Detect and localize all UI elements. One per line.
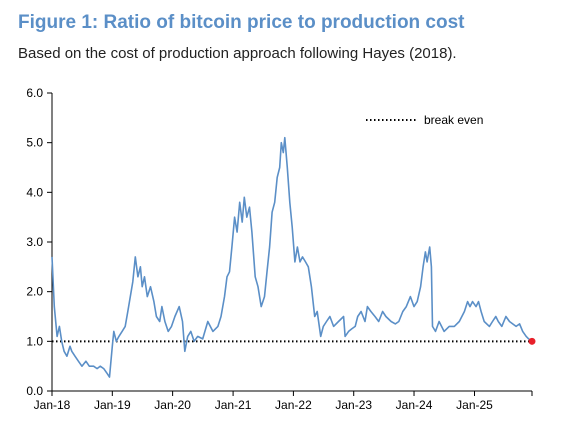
y-tick-label: 2.0 [26,285,43,299]
chart-axes: 0.0 1.0 2.0 3.0 4.0 5.0 6.0 Jan-18 Jan-19 Jan-20 J… [26,86,533,412]
chart-title: Figure 1: Ratio of bitcoin price to prod… [18,12,465,33]
x-tick-label: Jan-19 [94,398,131,412]
x-tick-label: Jan-25 [456,398,493,412]
x-tick-label: Jan-23 [335,398,372,412]
y-tick-label: 3.0 [26,235,43,249]
x-tick-label: Jan-22 [275,398,312,412]
x-tick-label: Jan-21 [215,398,252,412]
y-tick-label: 6.0 [26,86,43,100]
chart-legend: break even [366,113,483,127]
y-tick-label: 0.0 [26,384,43,398]
chart-subtitle: Based on the cost of production approach… [18,45,457,62]
plot-area [51,136,536,378]
last-data-point [528,337,536,345]
x-tick-label: Jan-18 [34,398,71,412]
x-tick-label: Jan-20 [154,398,191,412]
y-tick-label: 1.0 [26,334,43,348]
y-tick-label: 4.0 [26,185,43,199]
series-line [51,136,533,378]
x-tick-label: Jan-24 [396,398,433,412]
legend-label-break-even: break even [424,113,483,127]
y-tick-label: 5.0 [26,136,43,150]
